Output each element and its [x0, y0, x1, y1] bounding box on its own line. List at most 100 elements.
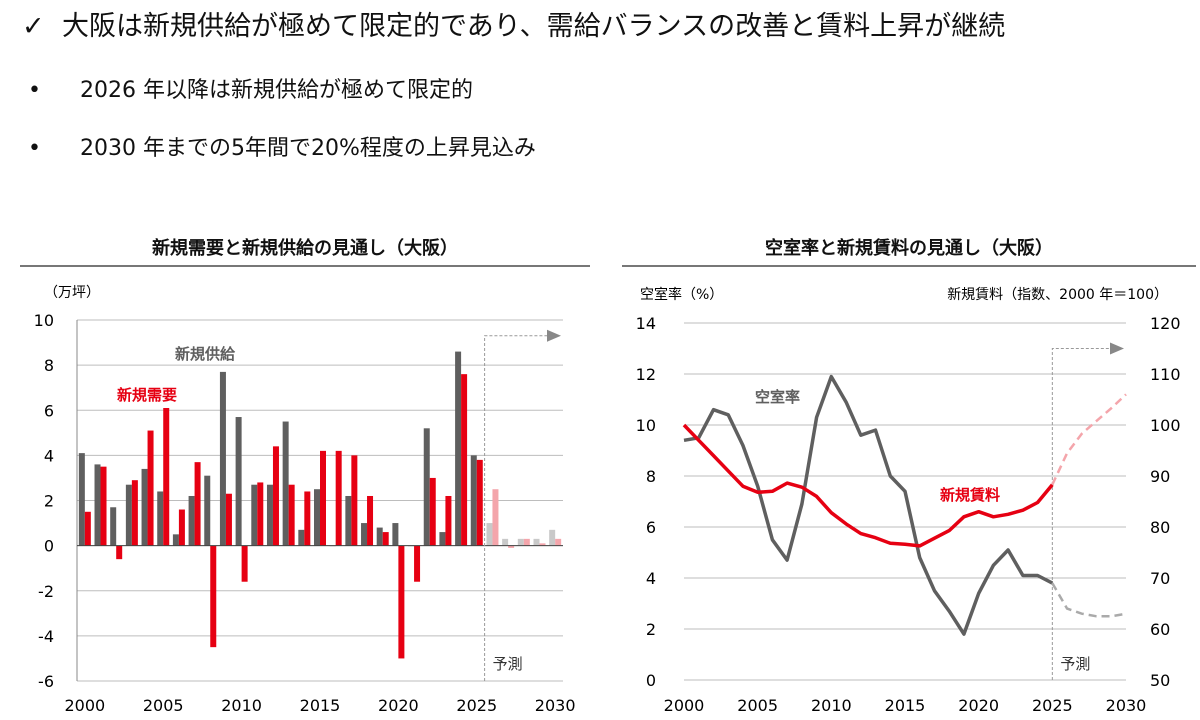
demand-bar: [210, 545, 217, 648]
chart1-title-rule: [20, 265, 590, 267]
demand-series-label: 新規需要: [117, 386, 177, 404]
demand-bar: [178, 509, 185, 546]
demand-bar: [351, 455, 358, 546]
supply-bar: [533, 538, 540, 546]
vacancy-rate-line: [683, 374, 1054, 636]
chart1-x-tick-label: 2030: [535, 696, 576, 715]
chart2-forecast-arrow-icon: [1110, 342, 1124, 355]
supply-bar: [110, 507, 117, 546]
chart2-y2-tick-label: 80: [1150, 518, 1170, 537]
chart1-forecast-arrow-icon: [547, 329, 561, 342]
supply-bar: [298, 529, 305, 546]
chart2-y2-tick-label: 110: [1150, 365, 1181, 384]
vacancy-series-label: 空室率: [755, 388, 800, 406]
supply-bar: [486, 523, 493, 546]
chart1-x-tick-label: 2020: [378, 696, 419, 715]
chart1-y-tick-label: 2: [44, 492, 54, 511]
demand-bar: [100, 466, 107, 546]
supply-bar: [78, 453, 85, 546]
chart1-x-tick-label: 2000: [64, 696, 105, 715]
chart1-x-tick-label: 2015: [300, 696, 341, 715]
chart2-y-tick-label: 6: [646, 518, 656, 537]
supply-bar: [361, 523, 368, 546]
supply-bar: [282, 421, 289, 546]
demand-bar: [398, 545, 405, 659]
chart2-title-rule: [622, 265, 1196, 267]
chart2-y2-tick-label: 120: [1150, 314, 1181, 333]
demand-bar: [539, 543, 546, 546]
demand-bar: [367, 495, 374, 546]
demand-bar: [320, 450, 326, 546]
bullet-item: • 2026 年以降は新規供給が極めて限定的: [28, 72, 473, 104]
supply-bar: [502, 538, 509, 546]
chart2-y-tick-label: 12: [636, 365, 656, 384]
supply-demand-bar-chart: （万坪） -6 -4 -2 0 2 4 6 8 10 2000 2005 2010 2015 2020 202…: [34, 285, 576, 715]
bullet-dot-icon: •: [28, 136, 41, 161]
chart2-y2-tick-label: 90: [1150, 467, 1170, 486]
bullet-text: 2030 年までの5年間で20%程度の上昇見込み: [80, 136, 536, 161]
chart1-unit-label: （万坪）: [44, 285, 100, 301]
chart1-y-tick-label: 0: [44, 537, 54, 556]
demand-bar: [304, 491, 311, 546]
demand-bar: [429, 477, 436, 546]
headline: ✓ 大阪は新規供給が極めて限定的であり、需給バランスの改善と賃料上昇が継続: [22, 4, 1005, 43]
supply-bar: [235, 417, 242, 546]
supply-bar: [549, 529, 556, 546]
demand-bar: [84, 511, 91, 546]
demand-bar: [445, 495, 452, 546]
chart2-y-tick-label: 14: [636, 314, 656, 333]
supply-bar: [204, 475, 211, 546]
demand-bar: [288, 484, 295, 546]
chart2-title: 空室率と新規賃料の見通し（大阪）: [765, 238, 1053, 259]
chart1-x-tick-label: 2005: [143, 696, 184, 715]
demand-bar: [257, 482, 264, 546]
demand-bar: [382, 532, 389, 546]
supply-bar: [423, 428, 430, 546]
chart1-y-tick-label: -6: [38, 672, 54, 691]
check-icon: ✓: [22, 11, 45, 42]
chart2-y-tick-label: 2: [646, 620, 656, 639]
demand-bar: [523, 538, 530, 546]
demand-bar: [272, 446, 279, 546]
supply-bar: [455, 351, 462, 546]
supply-bar: [376, 527, 383, 546]
chart2-x-tick-label: 2005: [737, 696, 778, 715]
chart2-y2-tick-label: 60: [1150, 620, 1170, 639]
supply-bar: [157, 491, 164, 546]
supply-bar: [266, 484, 273, 546]
chart2-x-tick-label: 2020: [958, 696, 999, 715]
chart2-x-tick-label: 2030: [1106, 696, 1147, 715]
bullet-text: 2026 年以降は新規供給が極めて限定的: [80, 78, 473, 103]
chart2-y-tick-label: 0: [646, 671, 656, 690]
demand-bar: [335, 450, 342, 546]
chart2-y-axis-label: 空室率（%）: [640, 286, 723, 303]
demand-bar: [414, 545, 421, 582]
chart1-forecast-bracket: [484, 335, 549, 681]
chart1-y-tick-label: 10: [34, 311, 54, 330]
demand-bar: [194, 462, 201, 546]
demand-bar: [241, 545, 248, 582]
supply-bar: [470, 455, 477, 546]
rent-series-label: 新規賃料: [940, 486, 1000, 504]
chart2-x-tick-label: 2010: [811, 696, 852, 715]
demand-bar: [225, 493, 232, 546]
chart2-y2-tick-label: 100: [1150, 416, 1181, 435]
supply-bar: [392, 523, 399, 546]
chart1-y-tick-label: 4: [44, 446, 54, 465]
chart1-y-tick-label: -2: [38, 582, 54, 601]
supply-bar: [125, 484, 132, 546]
supply-series-label: 新規供給: [175, 345, 236, 363]
demand-bar: [147, 430, 154, 546]
chart1-x-tick-label: 2025: [456, 696, 497, 715]
chart2-y-tick-label: 10: [636, 416, 656, 435]
supply-bar: [188, 495, 195, 546]
chart1-title: 新規需要と新規供給の見通し（大阪）: [152, 238, 458, 259]
rent-index-line: [682, 423, 1054, 548]
supply-bar: [251, 484, 258, 546]
bullet-dot-icon: •: [28, 78, 41, 103]
chart1-x-tick-label: 2010: [221, 696, 262, 715]
chart2-y2-tick-label: 70: [1150, 569, 1170, 588]
demand-bar: [555, 538, 562, 546]
demand-bar: [461, 374, 468, 546]
chart2-x-tick-label: 2000: [664, 696, 705, 715]
